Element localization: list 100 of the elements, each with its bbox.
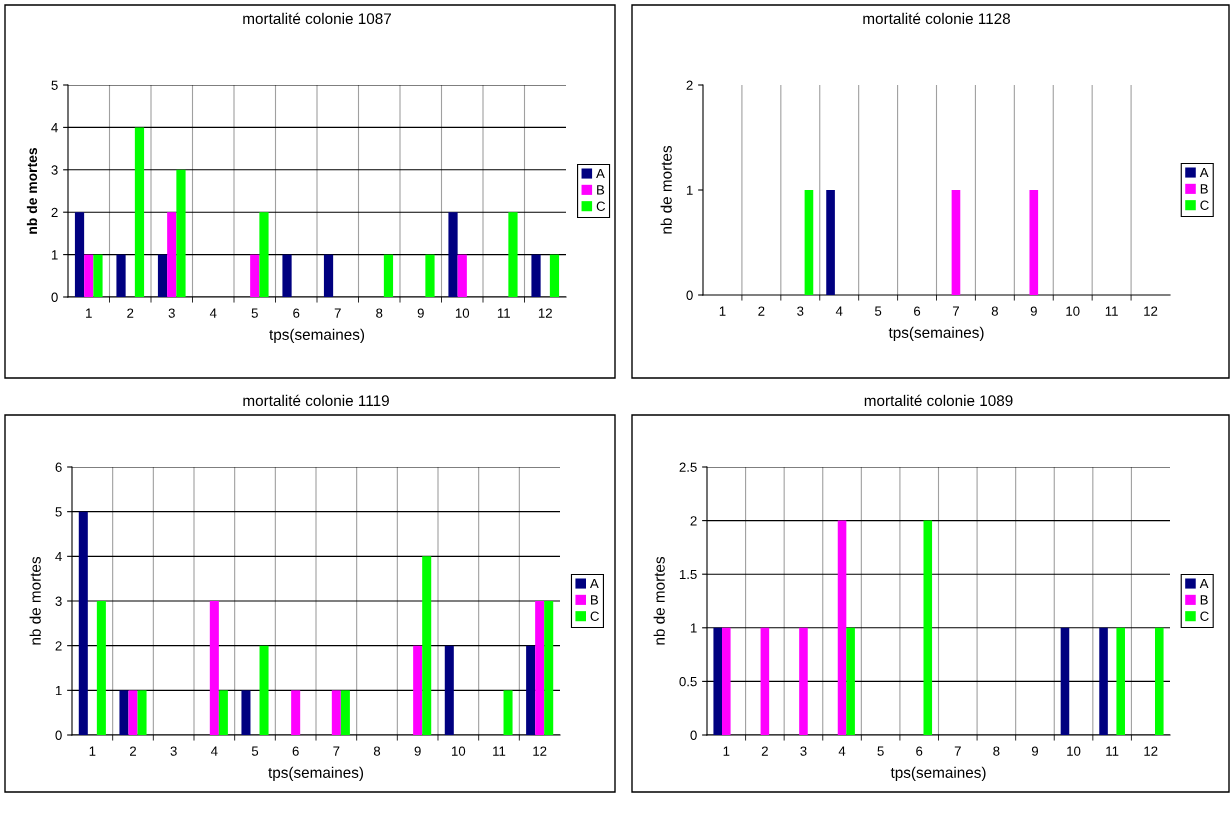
y-tick-label: 1 — [51, 250, 58, 260]
y-tick-label: 0 — [690, 730, 697, 740]
x-tick-label: 8 — [373, 746, 381, 756]
bar — [259, 645, 269, 735]
x-tick-label: 9 — [1031, 746, 1038, 756]
legend-label: C — [1200, 611, 1209, 621]
y-tick-label: 6 — [55, 462, 62, 472]
x-tick-label: 5 — [251, 746, 259, 756]
y-tick-label: 2 — [690, 516, 697, 526]
x-tick-label: 4 — [210, 746, 218, 756]
x-tick-label: 5 — [874, 306, 882, 316]
bar — [84, 254, 94, 297]
legend-label: B — [1200, 184, 1208, 194]
x-tick-label: 4 — [209, 308, 217, 318]
y-tick-label: 5 — [55, 507, 62, 517]
y-tick-label: 1 — [690, 623, 697, 633]
legend-label: A — [1199, 168, 1209, 178]
bar — [96, 601, 106, 735]
x-tick-label: 10 — [1066, 306, 1080, 316]
bar — [444, 645, 454, 735]
x-tick-label: 11 — [1105, 306, 1118, 316]
x-tick-label: 2 — [130, 746, 137, 756]
y-tick-label: 1 — [686, 185, 693, 195]
bar — [291, 690, 301, 735]
x-tick-label: 2 — [758, 306, 765, 316]
y-axis-title: nb de mortes — [26, 147, 38, 234]
x-tick-label: 7 — [334, 308, 341, 318]
bar — [531, 254, 541, 297]
legend-label: B — [1200, 595, 1208, 605]
x-tick-label: 3 — [170, 746, 177, 756]
x-tick-label: 12 — [1144, 306, 1158, 316]
chart-title: mortalité colonie 1119 — [243, 394, 389, 407]
bar — [128, 690, 138, 735]
bar — [176, 169, 186, 297]
y-tick-label: 0 — [55, 730, 62, 740]
x-tick-label: 4 — [838, 746, 846, 756]
y-tick-label: 4 — [55, 552, 62, 562]
x-tick-label: 6 — [916, 746, 923, 756]
bar — [457, 254, 467, 297]
legend-label: C — [596, 201, 606, 211]
x-tick-label: 6 — [292, 746, 299, 756]
legend-label: C — [590, 611, 599, 621]
x-tick-label: 4 — [835, 306, 843, 316]
y-axis-title: nb de mortes — [653, 556, 665, 645]
bar — [508, 212, 518, 297]
x-tick-label: 1 — [89, 746, 96, 756]
x-tick-label: 10 — [455, 308, 470, 318]
bar — [422, 556, 432, 735]
x-tick-label: 1 — [86, 308, 92, 318]
y-tick-label: 3 — [51, 165, 58, 175]
y-tick-label: 2.5 — [679, 462, 697, 472]
x-tick-label: 9 — [1030, 306, 1037, 316]
bar — [250, 254, 260, 297]
y-tick-label: 0 — [51, 292, 58, 302]
x-tick-label: 8 — [993, 746, 1000, 756]
bar — [218, 690, 228, 735]
bar — [93, 254, 103, 297]
bar — [549, 254, 560, 297]
x-tick-label: 3 — [797, 306, 804, 316]
x-tick-label: 12 — [538, 308, 552, 318]
y-tick-label: 2 — [55, 641, 62, 651]
x-tick-label: 8 — [991, 306, 998, 316]
x-tick-label: 1 — [719, 306, 726, 316]
bar — [526, 645, 536, 735]
bar — [413, 645, 423, 735]
chart-title: mortalité colonie 1087 — [243, 12, 391, 25]
legend-label: B — [591, 595, 599, 605]
x-tick-label: 10 — [452, 746, 466, 756]
y-tick-label: 0.5 — [679, 676, 697, 687]
bar — [241, 690, 251, 735]
bar — [425, 254, 435, 297]
legend-label: B — [597, 185, 605, 195]
x-tick-label: 3 — [168, 308, 175, 318]
chart-title: mortalité colonie 1089 — [864, 394, 1013, 407]
bar — [383, 254, 394, 297]
x-tick-label: 2 — [761, 746, 768, 756]
legend-label: A — [596, 169, 605, 179]
x-tick-label: 7 — [333, 746, 340, 756]
y-tick-label: 2 — [686, 80, 693, 90]
bar — [74, 212, 85, 297]
x-tick-label: 12 — [533, 746, 547, 756]
x-tick-label: 10 — [1067, 746, 1081, 756]
x-axis-title: tps(semaines) — [269, 328, 365, 343]
bar — [544, 601, 554, 735]
x-tick-label: 6 — [914, 306, 921, 316]
x-axis-title: tps(semaines) — [890, 766, 986, 781]
y-axis-title: nb de mortes — [29, 556, 41, 645]
legend-label: A — [589, 579, 599, 589]
x-tick-label: 8 — [376, 308, 383, 318]
x-tick-label: 12 — [1144, 746, 1158, 756]
bar — [323, 254, 334, 297]
bar — [78, 511, 88, 735]
x-tick-label: 9 — [417, 308, 424, 318]
legend-label: A — [1199, 579, 1209, 589]
y-tick-label: 4 — [51, 123, 58, 133]
bar — [157, 254, 168, 297]
x-tick-label: 7 — [952, 306, 959, 316]
x-tick-label: 3 — [800, 746, 807, 756]
y-tick-label: 2 — [51, 207, 58, 217]
bar — [535, 601, 545, 735]
